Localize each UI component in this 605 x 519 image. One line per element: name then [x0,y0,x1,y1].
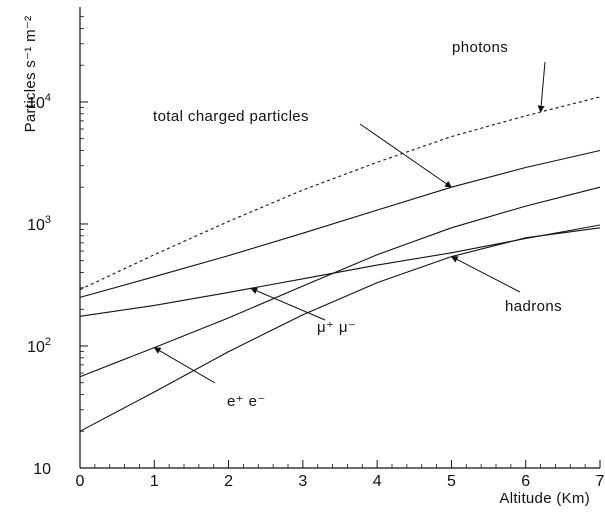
axes-layer [79,7,601,469]
annotation-arrow-1 [359,123,453,188]
annotation-arrow-0 [537,61,546,113]
annotation-label-2: μ⁺ μ⁻ [317,319,356,336]
x-tick-label: 3 [298,473,307,490]
y-tick-label: 103 [27,214,51,234]
x-tick-label: 4 [373,473,382,490]
x-tick-label: 5 [447,473,456,490]
y-tick-exponent: 3 [45,214,51,226]
x-tick-label: 1 [150,473,159,490]
x-tick-label: 0 [76,473,85,490]
annotation-arrow-3 [450,256,521,293]
annotation-label-3: hadrons [505,298,562,315]
y-tick-exponent: 4 [45,92,51,104]
series-line-0 [79,96,601,291]
annotation-label-4: e⁺ e⁻ [227,393,266,410]
series-line-1 [79,149,601,298]
series-line-3 [79,227,601,432]
annotation-label-0: photons [452,39,508,56]
x-tick-label: 7 [596,473,605,490]
series-line-4 [79,186,601,378]
x-tick-label: 6 [521,473,530,490]
annotation-arrow-4 [153,347,216,384]
series-layer [79,96,601,432]
y-axis-label: Particles s⁻¹ m⁻² [22,16,39,133]
y-tick-label: 102 [27,336,51,356]
x-tick-label: 2 [224,473,233,490]
y-tick-exponent: 2 [45,336,51,348]
x-axis-label: Altitude (Km) [499,490,590,507]
annotation-label-1: total charged particles [153,108,309,125]
annotation-layer [153,61,546,384]
y-tick-label: 10 [33,461,51,478]
annotation-arrow-2 [250,287,326,321]
